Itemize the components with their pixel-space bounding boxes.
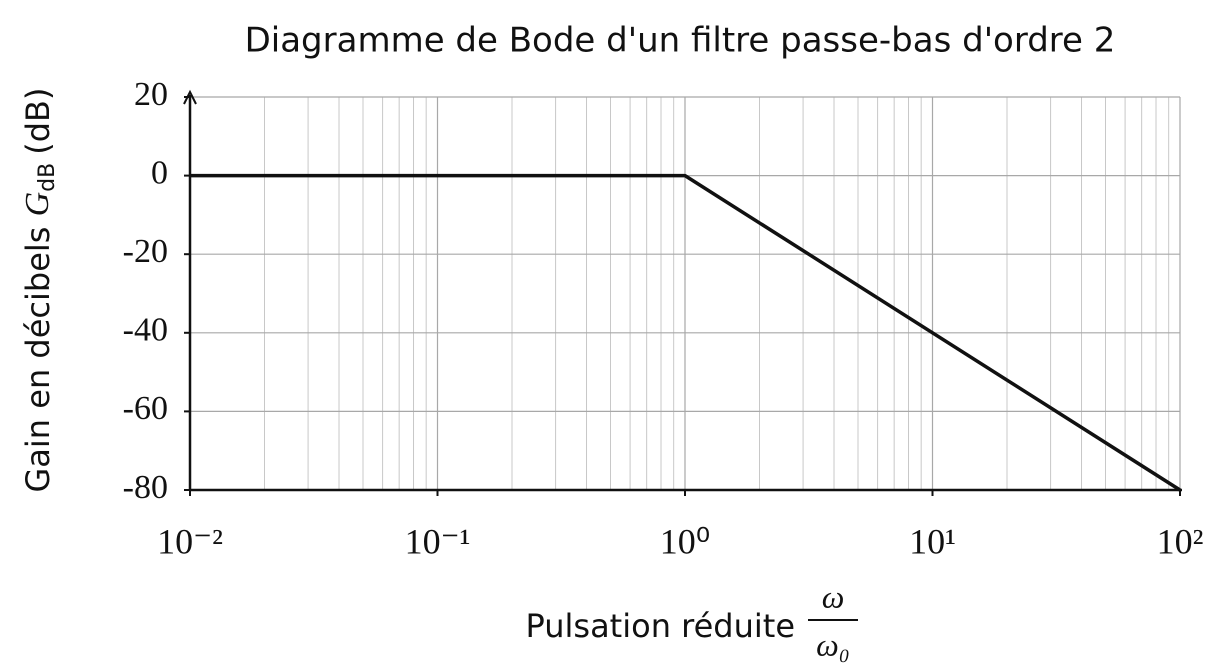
y-label-symbol: G	[19, 192, 56, 217]
line	[190, 173, 1181, 492]
chart-title: Diagramme de Bode d'un filtre passe-bas …	[245, 21, 1116, 61]
y-tick-label: 20	[134, 76, 168, 113]
y-tick-label: -60	[123, 390, 168, 427]
y-axis-label: Gain en décibels GdB (dB)	[19, 88, 60, 493]
x-label-denominator: ω₀	[816, 626, 850, 662]
x-tick-label: 10²	[1157, 521, 1204, 561]
x-label-numerator: ω	[822, 578, 845, 614]
grid	[184, 96, 1181, 496]
y-axis-arrow	[183, 89, 197, 105]
x-axis-label: Pulsation réduite	[525, 607, 795, 645]
y-tick-label: 0	[151, 154, 168, 191]
y-label-unit: (dB)	[19, 88, 57, 155]
x-tick-label: 10⁰	[660, 521, 710, 561]
y-tick-label: -40	[123, 312, 168, 349]
x-tick-label: 10⁻²	[157, 521, 223, 561]
y-label-subscript: dB	[35, 163, 60, 192]
x-tick-label: 10⁻¹	[405, 521, 471, 561]
y-label-text: Gain en décibels	[19, 227, 57, 493]
y-tick-label: -80	[123, 469, 168, 506]
marks	[190, 173, 1181, 492]
x-tick-label: 10¹	[909, 521, 956, 561]
y-tick-label: -20	[123, 233, 168, 270]
